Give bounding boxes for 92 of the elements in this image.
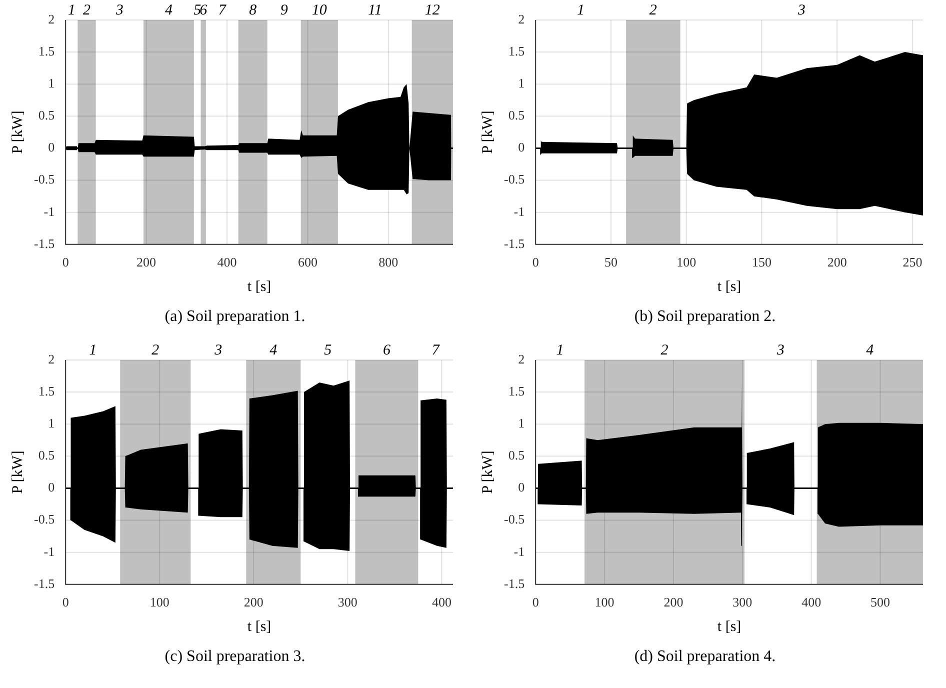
y-tick-label: 2 [48, 11, 55, 26]
x-tick-label: 200 [136, 254, 156, 270]
x-axis-title: t [s] [717, 618, 742, 635]
text: (a) Soil preparation 1. [164, 308, 306, 326]
band-label: 2 [660, 342, 669, 358]
y-tick-label: 0 [518, 140, 525, 155]
x-tick-label: 0 [62, 254, 69, 270]
x-tick-label: 200 [244, 594, 264, 610]
x-tick-label: 0 [532, 254, 539, 270]
band-label: 12 [424, 2, 440, 18]
x-tick-label: 500 [870, 594, 890, 610]
y-tick-label: -1 [514, 204, 525, 219]
x-tick-label: 300 [338, 594, 358, 610]
x-tick-label: 150 [752, 254, 772, 270]
y-tick-label: 1.5 [38, 43, 55, 58]
y-tick-label: 0 [48, 140, 55, 155]
x-axis-title: t [s] [247, 278, 272, 295]
y-tick-label: 2 [518, 351, 525, 366]
y-axis-title: P [kW] [480, 450, 496, 494]
text: 1 [556, 342, 564, 358]
y-tick-label: -1 [44, 204, 55, 219]
text: (d) Soil preparation 4. [634, 648, 776, 666]
x-tick-label: 600 [298, 254, 318, 270]
band-label: 2 [152, 342, 160, 358]
text: 1 [577, 2, 585, 18]
text: 3 [776, 342, 784, 358]
x-tick-label: 400 [802, 594, 822, 610]
x-tick-label: 800 [378, 254, 398, 270]
band-label: 2 [83, 2, 92, 18]
text: (c) Soil preparation 3. [164, 648, 306, 666]
text: 7 [432, 342, 441, 358]
y-axis-title: P [kW] [10, 450, 26, 494]
y-tick-label: 1 [48, 416, 55, 431]
y-tick-label: -1 [514, 544, 525, 559]
y-tick-label: 0.5 [38, 108, 55, 123]
x-tick-label: 200 [827, 254, 847, 270]
y-tick-label: 1.5 [38, 383, 55, 398]
x-tick-label: 0 [532, 594, 539, 610]
band-label: 8 [249, 2, 258, 18]
y-tick-label: -1.5 [34, 576, 55, 591]
text: (b) Soil preparation 2. [634, 308, 776, 326]
band-label: 4 [164, 2, 173, 18]
y-tick-label: 1.5 [508, 383, 525, 398]
y-tick-label: 2 [518, 11, 525, 26]
text: 1 [89, 342, 97, 358]
text: 3 [214, 342, 222, 358]
x-tick-label: 200 [664, 594, 684, 610]
band-label: 10 [312, 2, 328, 18]
y-axis-title: P [kW] [10, 110, 26, 154]
y-tick-label: -1.5 [34, 236, 55, 251]
text: 1 [68, 2, 76, 18]
y-tick-label: 0.5 [38, 448, 55, 463]
y-tick-label: 1 [48, 76, 55, 91]
x-axis-title: t [s] [717, 278, 742, 295]
text: 3 [114, 2, 124, 18]
y-tick-label: 1.5 [508, 43, 525, 58]
x-tick-label: 100 [150, 594, 170, 610]
y-tick-label: -0.5 [34, 512, 55, 527]
y-tick-label: 0 [48, 480, 55, 495]
y-tick-label: 2 [48, 351, 55, 366]
y-tick-label: 0.5 [508, 108, 525, 123]
text: 7 [218, 2, 228, 18]
y-tick-label: 0 [518, 480, 525, 495]
x-tick-label: 400 [217, 254, 237, 270]
y-tick-label: -1 [44, 544, 55, 559]
y-tick-label: -1.5 [504, 576, 525, 591]
y-tick-label: 1 [518, 76, 525, 91]
band-label: 4 [866, 342, 874, 358]
x-tick-label: 250 [902, 254, 922, 270]
x-tick-label: 300 [732, 594, 752, 610]
x-tick-label: 0 [62, 594, 69, 610]
band-label: 6 [200, 2, 208, 18]
text: 5 [324, 342, 332, 358]
x-tick-label: 100 [676, 254, 696, 270]
y-tick-label: 0.5 [508, 448, 525, 463]
x-axis-title: t [s] [247, 618, 272, 635]
x-tick-label: 50 [604, 254, 618, 270]
text: 3 [796, 2, 806, 18]
y-tick-label: -0.5 [504, 172, 525, 187]
band-label: 4 [270, 342, 278, 358]
y-tick-label: -1.5 [504, 236, 525, 251]
y-tick-label: -0.5 [34, 172, 55, 187]
y-axis-title: P [kW] [480, 110, 496, 154]
text: 11 [368, 2, 382, 18]
x-tick-label: 400 [432, 594, 452, 610]
text: 9 [280, 2, 288, 18]
x-tick-label: 100 [594, 594, 614, 610]
band-label: 2 [649, 2, 658, 18]
y-tick-label: 1 [518, 416, 525, 431]
band-label: 6 [382, 342, 391, 358]
y-tick-label: -0.5 [504, 512, 525, 527]
text: 5 [194, 2, 202, 18]
